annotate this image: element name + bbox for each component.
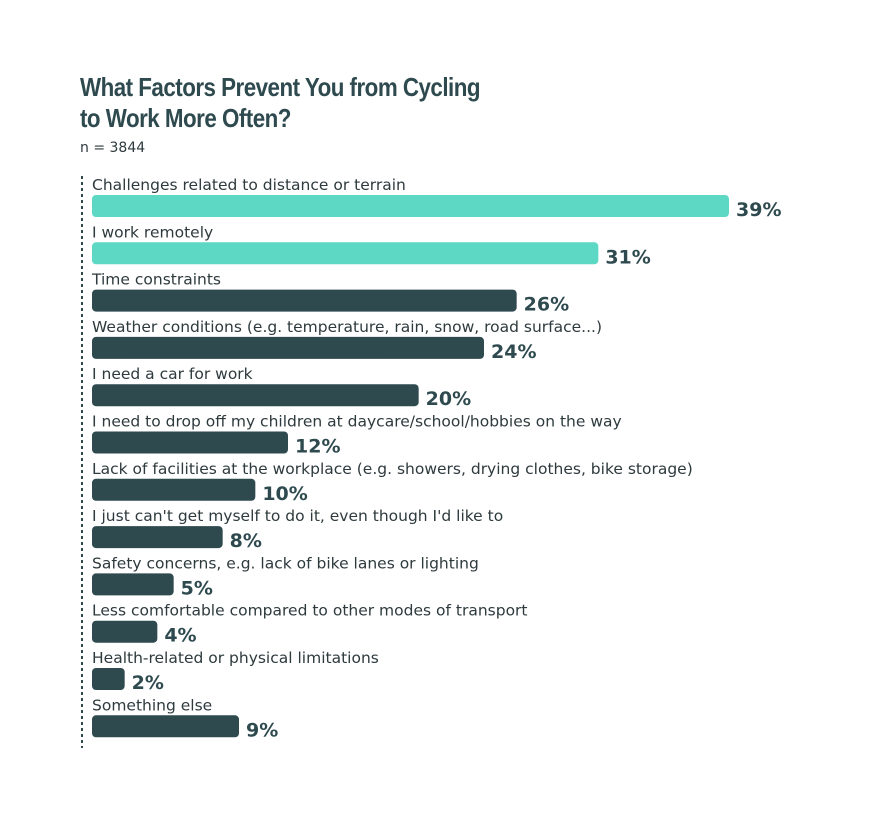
bar xyxy=(92,195,729,217)
bar xyxy=(92,431,288,454)
bar xyxy=(92,289,517,312)
category-label: Weather conditions (e.g. temperature, ra… xyxy=(92,318,602,336)
value-label: 9% xyxy=(246,719,278,741)
value-label: 2% xyxy=(132,672,164,694)
chart-subtitle: n = 3844 xyxy=(80,140,146,156)
category-label: I work remotely xyxy=(92,223,213,241)
value-label: 20% xyxy=(426,388,471,410)
bar xyxy=(92,526,223,549)
category-label: Less comfortable compared to other modes… xyxy=(92,602,528,620)
category-label: I need a car for work xyxy=(92,365,253,383)
category-label: Something else xyxy=(92,696,212,714)
bar xyxy=(92,715,239,738)
value-label: 4% xyxy=(164,625,196,647)
category-label: Lack of facilities at the workplace (e.g… xyxy=(92,460,693,478)
value-label: 5% xyxy=(181,577,213,599)
bar xyxy=(92,573,174,596)
chart-title: What Factors Prevent You from Cycling to… xyxy=(80,72,481,133)
category-label: I need to drop off my children at daycar… xyxy=(92,413,622,431)
value-label: 24% xyxy=(491,341,536,363)
category-label: Health-related or physical limitations xyxy=(92,649,379,667)
bar xyxy=(92,620,158,643)
value-label: 26% xyxy=(524,294,569,316)
bars-group: Challenges related to distance or terrai… xyxy=(91,176,781,741)
value-label: 8% xyxy=(230,530,262,552)
value-label: 12% xyxy=(295,436,340,458)
value-label: 10% xyxy=(262,483,307,505)
category-label: Safety concerns, e.g. lack of bike lanes… xyxy=(92,554,479,572)
bar xyxy=(92,478,256,501)
category-label: I just can't get myself to do it, even t… xyxy=(92,507,503,525)
category-label: Time constraints xyxy=(91,271,221,289)
category-label: Challenges related to distance or terrai… xyxy=(92,176,406,194)
bar xyxy=(92,242,599,265)
bar xyxy=(92,336,484,359)
bar xyxy=(92,384,419,407)
bar xyxy=(92,668,125,690)
value-label: 31% xyxy=(605,246,650,268)
value-label: 39% xyxy=(736,199,781,221)
